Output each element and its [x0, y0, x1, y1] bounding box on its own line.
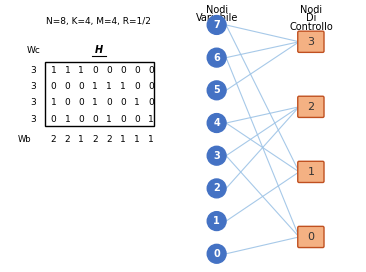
Text: 0: 0 [213, 249, 220, 259]
Circle shape [207, 16, 226, 34]
Text: 0: 0 [307, 232, 314, 242]
Text: 2: 2 [213, 183, 220, 193]
Text: Variabile: Variabile [195, 13, 238, 23]
Text: 1: 1 [307, 167, 314, 177]
Text: Controllo: Controllo [289, 22, 333, 32]
Text: 1: 1 [134, 98, 140, 107]
Text: H: H [95, 45, 103, 55]
Text: 3: 3 [30, 115, 36, 124]
Text: 0: 0 [64, 82, 70, 91]
Text: 1: 1 [120, 82, 126, 91]
Text: 1: 1 [51, 98, 56, 107]
Text: 0: 0 [78, 115, 84, 124]
FancyBboxPatch shape [298, 96, 324, 118]
Text: 2: 2 [307, 102, 314, 112]
Text: Nodi: Nodi [206, 5, 228, 15]
Text: 2: 2 [93, 135, 98, 144]
Text: 0: 0 [120, 115, 126, 124]
Text: 1: 1 [64, 66, 70, 75]
Text: Nodi: Nodi [300, 5, 322, 15]
Text: 0: 0 [148, 66, 154, 75]
Text: 0: 0 [78, 98, 84, 107]
Text: 0: 0 [120, 66, 126, 75]
Text: 0: 0 [51, 115, 56, 124]
Text: 0: 0 [92, 66, 98, 75]
Text: 4: 4 [213, 118, 220, 128]
Text: 1: 1 [107, 115, 112, 124]
Text: 1: 1 [64, 115, 70, 124]
Circle shape [207, 212, 226, 230]
Circle shape [207, 244, 226, 263]
Text: 1: 1 [148, 115, 154, 124]
Text: 0: 0 [120, 98, 126, 107]
Text: 0: 0 [148, 98, 154, 107]
Text: 0: 0 [92, 115, 98, 124]
Text: 0: 0 [78, 82, 84, 91]
Text: 1: 1 [134, 135, 140, 144]
Text: 3: 3 [307, 37, 314, 47]
Text: 1: 1 [51, 66, 56, 75]
Text: 3: 3 [30, 98, 36, 107]
FancyBboxPatch shape [298, 226, 324, 248]
Circle shape [207, 179, 226, 198]
Text: 1: 1 [148, 135, 154, 144]
Text: 2: 2 [51, 135, 56, 144]
Text: 3: 3 [30, 66, 36, 75]
Text: 1: 1 [120, 135, 126, 144]
FancyBboxPatch shape [298, 161, 324, 183]
Text: Di: Di [306, 13, 316, 23]
Circle shape [207, 48, 226, 67]
Text: 0: 0 [148, 82, 154, 91]
Text: 0: 0 [107, 98, 112, 107]
Text: 0: 0 [64, 98, 70, 107]
Text: 1: 1 [107, 82, 112, 91]
Text: 6: 6 [213, 53, 220, 63]
Text: 1: 1 [92, 98, 98, 107]
Text: 2: 2 [107, 135, 112, 144]
Text: Wb: Wb [18, 135, 31, 144]
Text: 1: 1 [92, 82, 98, 91]
Text: 0: 0 [107, 66, 112, 75]
Text: 3: 3 [213, 151, 220, 161]
Text: 1: 1 [213, 216, 220, 226]
Circle shape [207, 146, 226, 165]
Text: 7: 7 [213, 20, 220, 30]
Text: 1: 1 [78, 66, 84, 75]
FancyBboxPatch shape [298, 31, 324, 52]
Text: 0: 0 [134, 115, 140, 124]
Text: Wc: Wc [26, 46, 40, 55]
Text: 0: 0 [51, 82, 56, 91]
Text: 3: 3 [30, 82, 36, 91]
Text: 1: 1 [78, 135, 84, 144]
Text: 0: 0 [134, 66, 140, 75]
Text: N=8, K=4, M=4, R=1/2: N=8, K=4, M=4, R=1/2 [46, 17, 151, 26]
Text: 2: 2 [64, 135, 70, 144]
Text: 0: 0 [134, 82, 140, 91]
Text: 5: 5 [213, 85, 220, 95]
Circle shape [207, 81, 226, 100]
Circle shape [207, 114, 226, 132]
